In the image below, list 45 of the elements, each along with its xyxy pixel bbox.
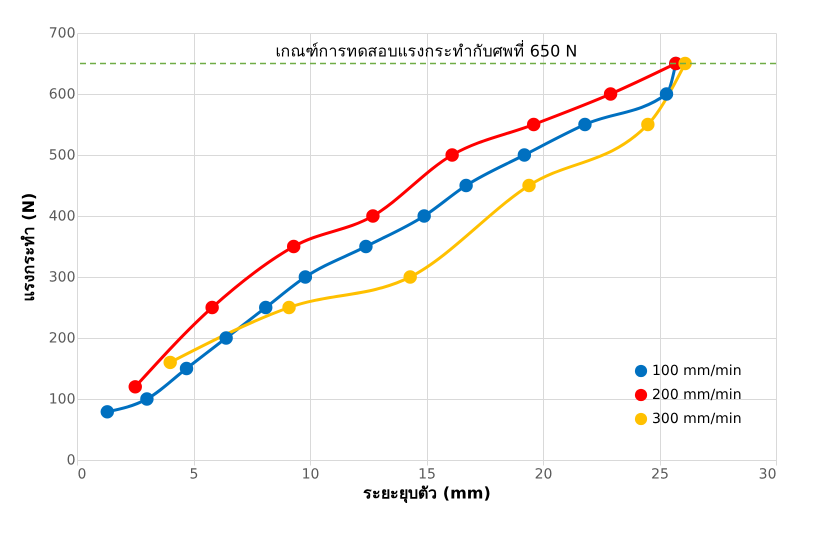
x-tick-label: 0	[78, 466, 86, 482]
point	[459, 178, 473, 192]
point	[259, 300, 272, 314]
point	[518, 148, 532, 162]
point	[140, 392, 154, 406]
y-tick-label: 100	[48, 392, 76, 408]
ref-line-label: เกณฑ์การทดสอบแรงกระทำกับศพที่ 650 N	[276, 40, 578, 60]
point	[219, 331, 233, 345]
point	[282, 300, 296, 314]
y-tick-label: 300	[48, 270, 76, 286]
point	[403, 270, 417, 284]
point	[526, 118, 540, 132]
legend-label: 200 mm/min	[652, 387, 742, 403]
x-tick-label: 10	[302, 466, 320, 482]
point	[359, 240, 373, 254]
point	[641, 118, 655, 132]
y-tick-label: 400	[48, 208, 76, 224]
point	[163, 356, 177, 370]
y-tick-label: 0	[66, 452, 76, 468]
point	[128, 380, 142, 394]
y-tick-label: 700	[48, 26, 76, 42]
x-tick-label: 20	[534, 466, 552, 482]
legend-label: 300 mm/min	[652, 411, 742, 427]
point	[417, 209, 431, 223]
x-tick-label: 25	[651, 466, 669, 482]
point	[578, 118, 592, 132]
x-tick-label: 30	[758, 466, 776, 482]
point	[366, 209, 380, 223]
point	[660, 87, 674, 101]
y-tick-label: 600	[48, 86, 76, 102]
point	[100, 405, 114, 419]
point	[180, 362, 194, 376]
point	[522, 178, 536, 192]
point	[445, 148, 459, 162]
point	[298, 270, 312, 284]
point	[604, 87, 618, 101]
point	[286, 240, 300, 254]
y-tick-label: 200	[48, 330, 76, 346]
x-tick-label: 15	[418, 466, 436, 482]
point	[205, 300, 219, 314]
x-tick-label: 5	[190, 466, 198, 482]
y-tick-label: 500	[48, 148, 76, 164]
legend-label: 100 mm/min	[652, 363, 742, 379]
y-axis-title: แรงกระทำ (N)	[18, 192, 38, 302]
x-axis-title: ระยะยุบตัว (mm)	[363, 484, 491, 504]
